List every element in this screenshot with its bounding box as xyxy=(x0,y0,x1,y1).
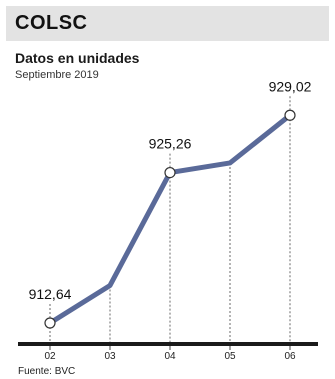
x-axis-ticks: 02 03 04 05 06 xyxy=(44,346,296,362)
x-tick-label: 06 xyxy=(284,351,296,362)
data-point-marker xyxy=(284,109,296,121)
source-note: Fuente: BVC xyxy=(18,366,76,377)
chart-title: Datos en unidades xyxy=(15,50,140,66)
data-point-marker xyxy=(164,166,176,179)
data-label: 912,64 xyxy=(29,286,72,302)
grid-lines xyxy=(49,115,291,342)
x-tick-label: 02 xyxy=(44,351,56,362)
data-label: 925,26 xyxy=(149,136,192,152)
data-label: 929,02 xyxy=(269,78,312,94)
ticker-header: COLSC xyxy=(6,6,329,41)
x-tick-label: 04 xyxy=(164,351,176,362)
data-points xyxy=(44,109,296,329)
data-labels: 912,64 925,26 929,02 xyxy=(29,78,312,319)
chart-panel: COLSC Datos en unidades Septiembre 2019 xyxy=(6,6,329,362)
data-point-marker xyxy=(44,317,56,329)
x-tick-label: 05 xyxy=(224,351,236,362)
x-tick-label: 03 xyxy=(104,351,116,362)
chart-subtitle: Septiembre 2019 xyxy=(15,69,99,81)
x-axis-bar xyxy=(18,342,318,346)
ticker-symbol: COLSC xyxy=(15,12,88,34)
